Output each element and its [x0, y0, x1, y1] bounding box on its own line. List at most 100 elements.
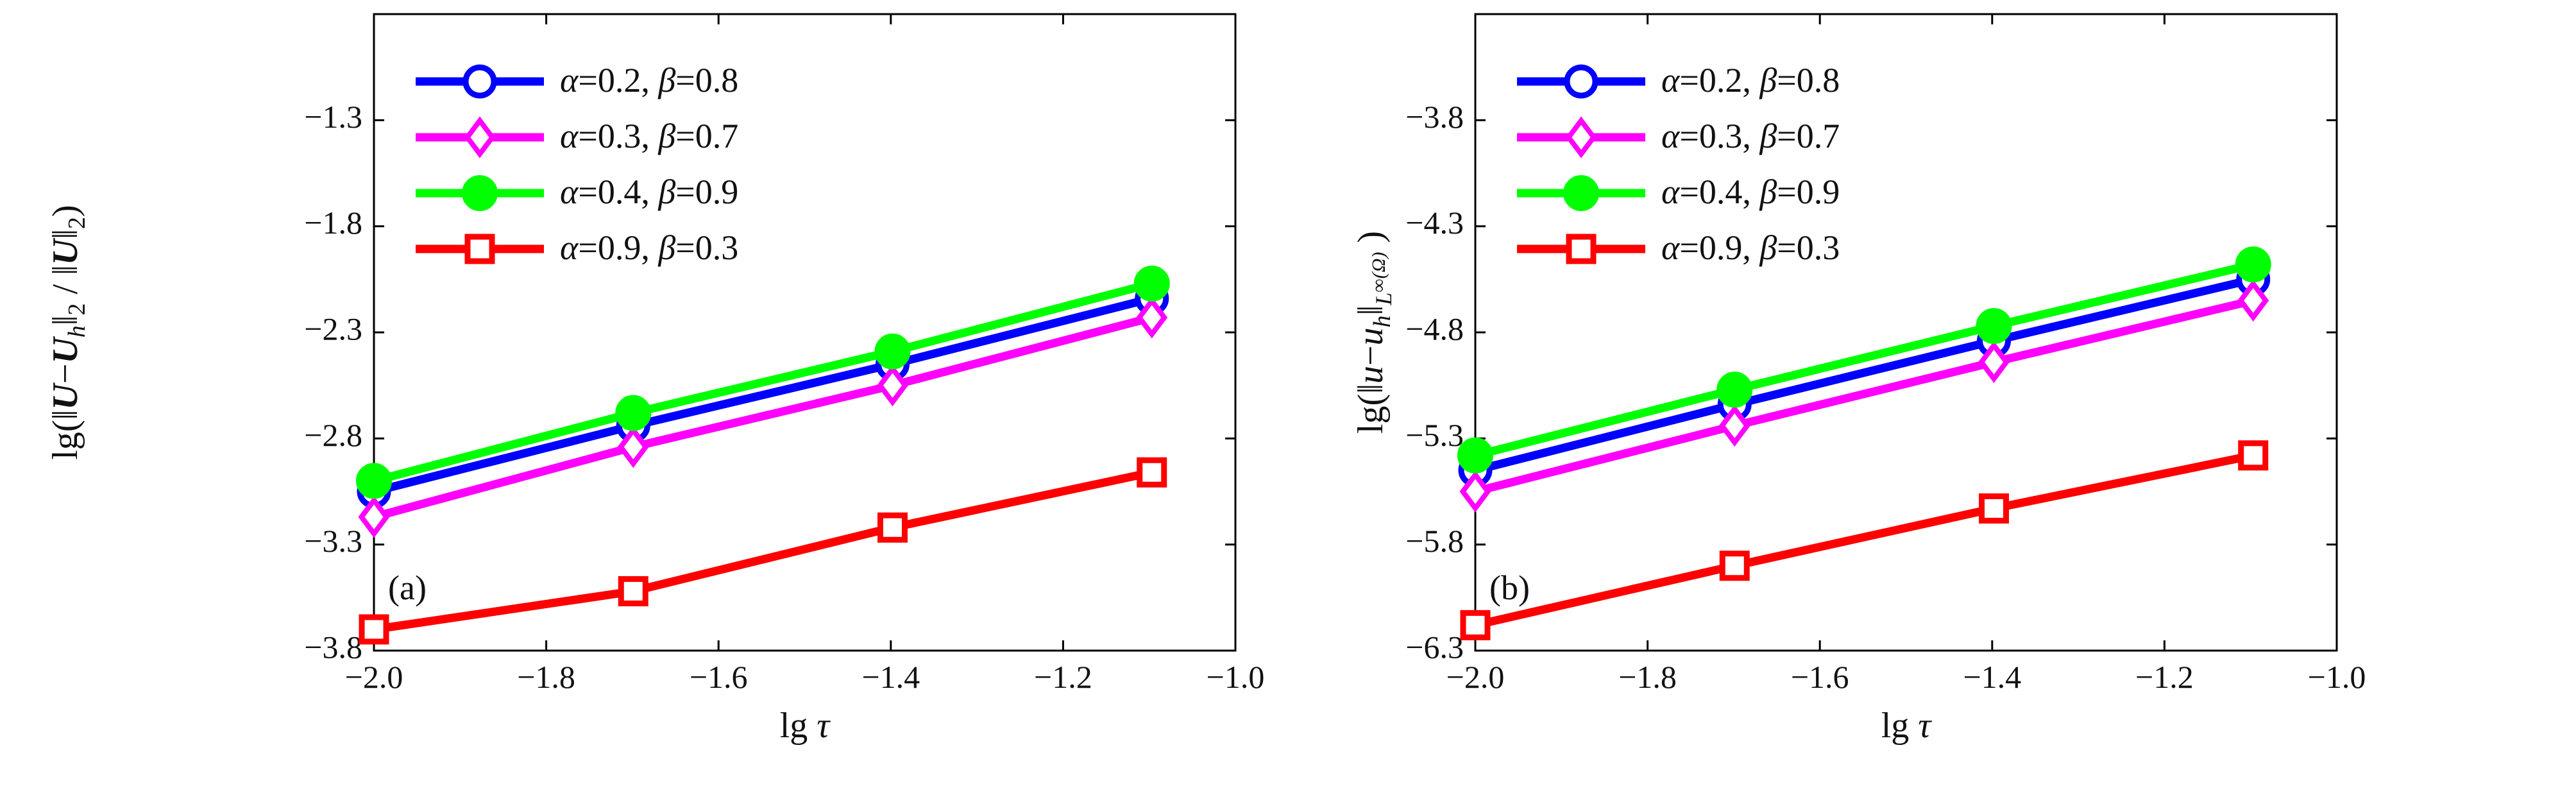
series — [356, 265, 1170, 499]
y-tick-label: −2.8 — [304, 417, 362, 453]
x-tick-label: −1.0 — [1207, 659, 1265, 695]
x-tick-label: −1.8 — [1618, 659, 1677, 695]
data-point-marker — [1563, 175, 1599, 211]
x-axis-title: lg τ — [1881, 706, 1933, 746]
data-point-marker — [1565, 116, 1597, 158]
legend-label: α=0.9, β=0.3 — [1661, 228, 1840, 267]
legend-label: α=0.2, β=0.8 — [560, 61, 738, 99]
data-point-marker — [2237, 279, 2269, 322]
series-line — [373, 294, 1153, 496]
data-point-marker — [358, 496, 390, 538]
x-tick-label: −1.0 — [2308, 659, 2366, 695]
legend-item: α=0.3, β=0.7 — [1517, 116, 1840, 158]
data-point-marker — [464, 116, 496, 158]
legend-label: α=0.3, β=0.7 — [1661, 117, 1840, 155]
y-tick-label: −5.8 — [1405, 523, 1464, 559]
data-point-marker — [1457, 437, 1493, 474]
y-tick-label: −1.3 — [304, 99, 362, 135]
series-line — [1474, 260, 2255, 460]
legend-label: α=0.4, β=0.9 — [560, 173, 738, 211]
series — [357, 281, 1169, 509]
data-point-marker — [356, 463, 392, 499]
x-tick-label: −2.0 — [345, 659, 403, 695]
data-point-marker — [1136, 296, 1168, 339]
legend: α=0.2, β=0.8 α=0.3, β=0.7 α=0.4, β=0.9 α=0.… — [1517, 61, 1840, 267]
series-line — [373, 279, 1153, 485]
data-point-marker — [1719, 551, 1750, 581]
data-point-marker — [359, 614, 389, 645]
chart-panel-b: −2.0 −1.8 −1.6 −1.4 −1.2 −1.0 −3.8 −4.3 −4.8 −5.3… — [1351, 13, 2366, 746]
series-line — [1474, 275, 2255, 475]
data-point-marker — [1460, 610, 1491, 640]
y-tick-label: −2.3 — [304, 311, 362, 346]
legend-item: α=0.2, β=0.8 — [1517, 61, 1840, 99]
data-point-marker — [618, 576, 648, 606]
data-point-marker — [1718, 404, 1750, 447]
data-point-marker — [462, 64, 497, 99]
series-line — [1474, 451, 2255, 629]
data-point-marker — [617, 425, 649, 468]
y-tick-label: −3.8 — [304, 629, 362, 665]
legend-item: α=0.9, β=0.3 — [1517, 228, 1840, 267]
x-tick-label: −1.2 — [2135, 659, 2194, 695]
legend: α=0.2, β=0.8 α=0.3, β=0.7 α=0.4, β=0.9 α=0.… — [416, 61, 738, 267]
series — [1458, 262, 2271, 488]
data-point-marker — [615, 395, 652, 431]
y-tick-label: −6.3 — [1405, 629, 1464, 665]
legend-item: α=0.4, β=0.9 — [416, 173, 738, 211]
data-point-marker — [2238, 440, 2269, 471]
data-point-marker — [1459, 470, 1491, 513]
y-axis-title: lg(‖U−Uh‖2 / ‖U‖2) — [46, 205, 90, 459]
series — [1460, 440, 2269, 640]
series — [1459, 279, 2269, 513]
data-point-marker — [876, 364, 908, 407]
y-tick-label: −3.3 — [304, 523, 362, 559]
y-tick-label: −1.8 — [304, 205, 362, 241]
x-tick-label: −1.4 — [861, 659, 920, 695]
x-tick-label: −1.6 — [1791, 659, 1849, 695]
y-axis-title: lg(‖u−uh‖L∞(Ω) ) — [1351, 231, 1396, 434]
legend-label: α=0.9, β=0.3 — [560, 228, 738, 267]
y-tick-label: −3.8 — [1405, 99, 1464, 135]
data-point-marker — [1564, 64, 1598, 99]
plot-area-frame — [1474, 13, 2338, 652]
legend-label: α=0.4, β=0.9 — [1661, 173, 1840, 211]
legend-item: α=0.9, β=0.3 — [416, 228, 738, 267]
series-line — [1474, 296, 2255, 496]
data-point-marker — [1978, 341, 2010, 383]
legend-item: α=0.4, β=0.9 — [1517, 173, 1840, 211]
data-point-marker — [1978, 493, 2009, 524]
series-line — [373, 468, 1153, 634]
series — [359, 457, 1167, 645]
series — [358, 296, 1168, 538]
data-point-marker — [874, 333, 911, 370]
x-tick-label: −1.6 — [690, 659, 748, 695]
legend-label: α=0.2, β=0.8 — [1661, 61, 1840, 99]
y-tick-label: −5.3 — [1405, 417, 1464, 453]
x-tick-label: −2.0 — [1446, 659, 1505, 695]
panel-label: (b) — [1489, 568, 1530, 607]
legend-label: α=0.3, β=0.7 — [560, 117, 738, 155]
legend-item: α=0.3, β=0.7 — [416, 116, 738, 158]
data-point-marker — [877, 512, 908, 543]
data-point-marker — [1137, 457, 1167, 488]
data-point-marker — [1133, 265, 1170, 302]
series — [1457, 246, 2271, 474]
data-point-marker — [2235, 246, 2271, 283]
series-line — [373, 313, 1153, 521]
data-point-marker — [464, 234, 495, 264]
y-tick-label: −4.8 — [1405, 311, 1464, 346]
data-point-marker — [1976, 308, 2012, 345]
x-tick-label: −1.4 — [1963, 659, 2021, 695]
legend-item: α=0.2, β=0.8 — [416, 61, 738, 99]
panel-label: (a) — [388, 568, 427, 607]
y-tick-label: −4.3 — [1405, 205, 1464, 241]
chart-panel-a: −2.0 −1.8 −1.6 −1.4 −1.2 −1.0 −1.3 −1.8 −2.3 −2.8… — [46, 13, 1265, 746]
x-tick-label: −1.8 — [517, 659, 575, 695]
x-tick-label: −1.2 — [1034, 659, 1092, 695]
data-point-marker — [1716, 372, 1753, 408]
data-point-marker — [1566, 234, 1597, 264]
data-point-marker — [462, 175, 498, 211]
x-axis-title: lg τ — [780, 706, 831, 746]
